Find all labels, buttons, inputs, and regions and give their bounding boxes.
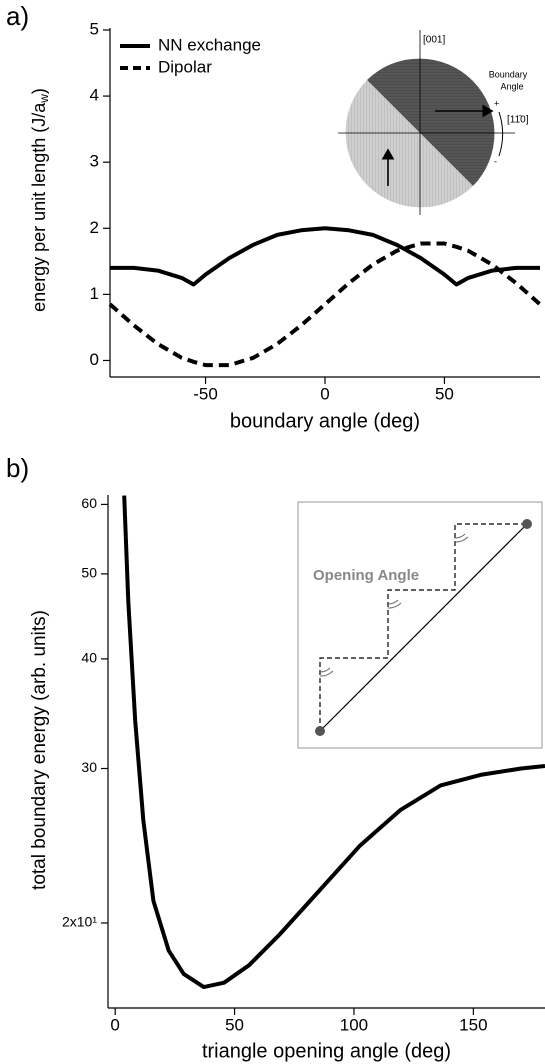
diagonal (319, 523, 528, 732)
x-axis-label: triangle opening angle (deg) (202, 1040, 451, 1062)
data-line (110, 226, 540, 287)
inset-domain-diagram: [001] Boundary Angle [11̄0] + - (338, 30, 529, 215)
x-tick-label: 150 (459, 1015, 487, 1034)
angle-mark (387, 599, 402, 609)
inset-label: [11̄0] (507, 115, 529, 126)
inset-label: Angle (500, 81, 523, 91)
legend-label: Dipolar (158, 57, 212, 76)
y-axis-label-part: ) (29, 88, 49, 94)
x-tick-label: 0 (320, 384, 329, 403)
x-tick-label: 0 (110, 1015, 119, 1034)
inset-frame (297, 501, 543, 749)
y-tick-label: 60 (81, 495, 97, 511)
y-axis-label: total boundary energy (arb. units) (29, 610, 50, 890)
y-tick-label: 3 (90, 152, 99, 171)
inset-label: Boundary (489, 69, 528, 79)
y-axis-label-part: total boundary energy (arb. units) (29, 610, 50, 890)
inset-label: + (494, 98, 499, 108)
panel-label: b) (6, 453, 29, 483)
y-tick-label: 2x10¹ (62, 914, 97, 930)
domain-dark (366, 58, 495, 187)
y-tick-label: 4 (90, 86, 99, 105)
angle-arc (498, 111, 503, 157)
inset-label: [001] (423, 35, 445, 46)
data-line (122, 495, 545, 990)
y-tick-label: 40 (81, 650, 97, 666)
y-axis-label: energy per unit length (J/aw) (29, 88, 51, 312)
x-axis-label: boundary angle (deg) (230, 410, 420, 432)
inset-label: - (494, 156, 497, 166)
y-tick-label: 0 (90, 350, 99, 369)
domain-light (345, 79, 474, 208)
panel-label: a) (6, 1, 29, 31)
x-tick-label: 50 (225, 1015, 244, 1034)
endpoint (522, 519, 532, 529)
legend-label: NN exchange (158, 35, 261, 54)
y-tick-label: 5 (90, 19, 99, 38)
data-line (108, 241, 542, 368)
y-tick-label: 30 (81, 759, 97, 775)
inset-staircase-diagram: Opening Angle (297, 501, 543, 749)
angle-mark (454, 533, 469, 543)
y-axis-label-part: w (37, 94, 51, 104)
y-tick-label: 1 (90, 284, 99, 303)
staircase (319, 523, 527, 731)
angle-mark (319, 667, 334, 677)
y-tick-label: 50 (81, 565, 97, 581)
y-axis-label-part: energy per unit length (J/a (29, 102, 49, 312)
x-tick-label: -50 (193, 384, 218, 403)
inset-label: Opening Angle (313, 567, 419, 584)
x-tick-label: 100 (340, 1015, 368, 1034)
endpoint (315, 726, 325, 736)
y-tick-label: 2 (90, 218, 99, 237)
x-tick-label: 50 (435, 384, 454, 403)
